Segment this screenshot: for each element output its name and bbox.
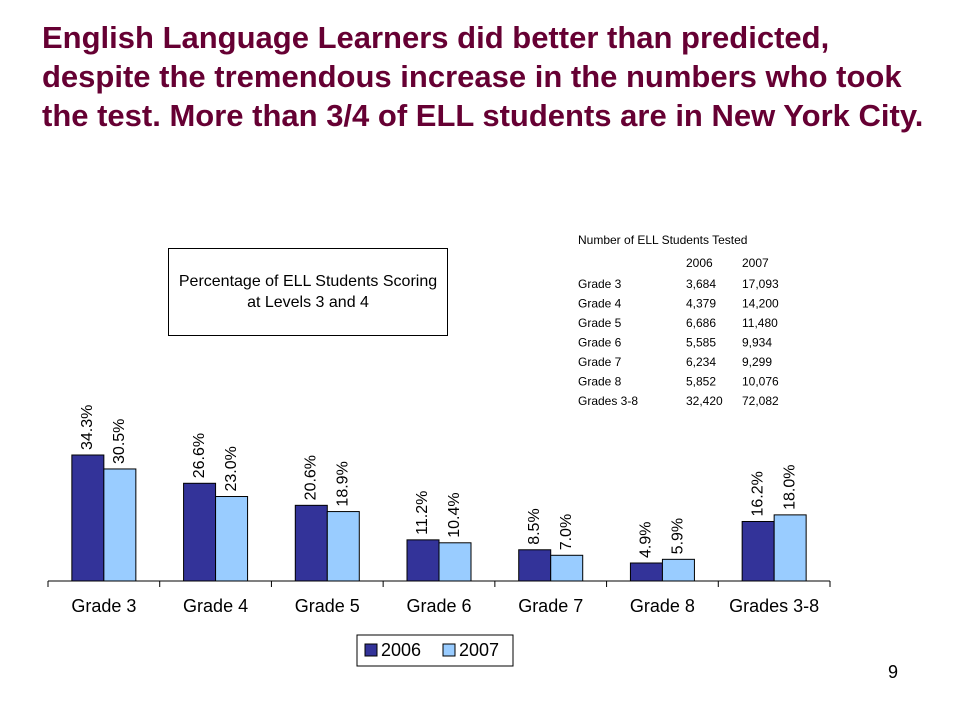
table-header: 2006: [686, 256, 713, 270]
legend: [356, 634, 514, 667]
bar: [215, 496, 249, 582]
table-title: Number of ELL Students Tested: [578, 233, 747, 247]
bar: [406, 539, 440, 582]
legend-swatch: [442, 643, 456, 657]
legend-label: 2006: [381, 640, 421, 660]
data-label: 5.9%: [670, 518, 687, 554]
x-tick-label: Grade 3: [71, 596, 136, 616]
table-cell: 10,076: [742, 375, 779, 389]
table-cell: Grade 8: [578, 375, 622, 389]
data-label: 4.9%: [638, 522, 655, 558]
bar: [550, 554, 584, 582]
table-cell: Grades 3-8: [578, 394, 638, 408]
bar: [438, 542, 472, 582]
x-tick-label: Grade 4: [183, 596, 248, 616]
data-label: 34.3%: [79, 405, 96, 450]
data-label: 10.4%: [446, 492, 463, 537]
data-label: 30.5%: [111, 419, 128, 464]
data-label: 7.0%: [558, 514, 575, 550]
bar: [518, 549, 552, 582]
data-label: 18.0%: [781, 465, 798, 510]
bar: [773, 514, 807, 582]
data-label: 26.6%: [191, 433, 208, 478]
bar: [661, 558, 695, 582]
bar: [103, 468, 137, 582]
table-cell: Grade 6: [578, 336, 622, 350]
x-tick-label: Grade 6: [406, 596, 471, 616]
data-label: 18.9%: [335, 461, 352, 506]
table-cell: 3,684: [686, 277, 716, 291]
legend-label: 2007: [459, 640, 499, 660]
legend-swatch: [364, 643, 378, 657]
table-cell: Grade 5: [578, 316, 622, 330]
data-label: 20.6%: [303, 455, 320, 500]
bar: [326, 511, 360, 582]
bar: [183, 482, 217, 582]
x-tick-label: Grade 5: [295, 596, 360, 616]
chart-title: Percentage of ELL Students Scoring at Le…: [168, 248, 448, 336]
slide-title: English Language Learners did better tha…: [42, 20, 924, 133]
table-cell: 32,420: [686, 394, 723, 408]
data-label: 8.5%: [526, 508, 543, 544]
table-header: 2007: [742, 256, 769, 270]
table-cell: 11,480: [742, 316, 778, 330]
table-cell: 72,082: [742, 394, 779, 408]
bar: [71, 454, 105, 582]
data-label: 11.2%: [414, 491, 431, 535]
table-cell: Grade 3: [578, 277, 622, 291]
data-label: 23.0%: [223, 446, 240, 491]
table-cell: 9,934: [742, 336, 772, 350]
table-cell: Grade 4: [578, 297, 622, 311]
table-cell: Grade 7: [578, 355, 622, 369]
data-label: 16.2%: [749, 471, 766, 516]
page-number: 9: [888, 662, 899, 682]
x-tick-label: Grades 3-8: [729, 596, 819, 616]
bar: [294, 504, 328, 582]
table-cell: 5,852: [686, 375, 716, 389]
table-cell: 9,299: [742, 355, 772, 369]
bar: [629, 562, 663, 582]
table-cell: 5,585: [686, 336, 716, 350]
table-cell: 17,093: [742, 277, 779, 291]
table-cell: 14,200: [742, 297, 779, 311]
x-tick-label: Grade 7: [518, 596, 583, 616]
table-cell: 4,379: [686, 297, 716, 311]
x-tick-label: Grade 8: [630, 596, 695, 616]
bar: [741, 520, 775, 582]
table-cell: 6,234: [686, 355, 716, 369]
table-cell: 6,686: [686, 316, 716, 330]
